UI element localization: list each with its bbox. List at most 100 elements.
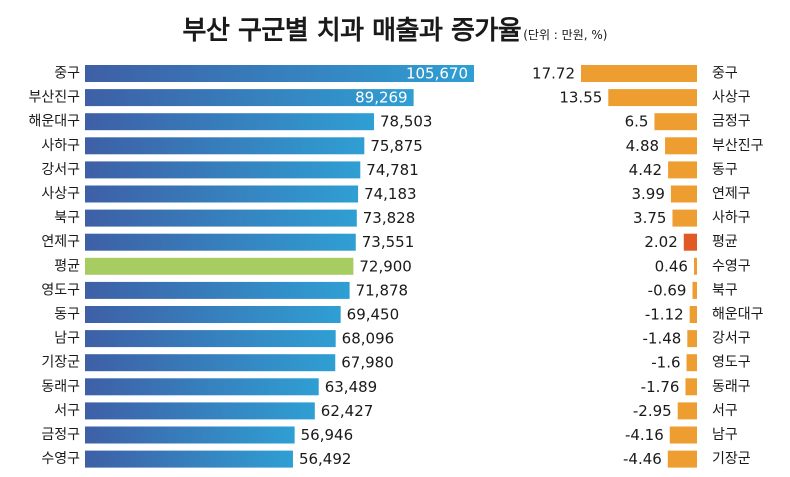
growth-value-label: 4.88 <box>626 137 659 155</box>
growth-bar <box>608 89 697 107</box>
growth-bar <box>668 161 697 179</box>
sales-value-label: 73,551 <box>362 233 415 251</box>
sales-bar <box>85 137 365 155</box>
sales-value-label: 72,900 <box>359 257 412 275</box>
sales-value-label: 69,450 <box>347 306 400 324</box>
growth-bar <box>581 65 697 82</box>
sales-bar <box>85 281 350 299</box>
sales-value-label: 105,670 <box>406 65 468 83</box>
sales-bar <box>85 89 414 107</box>
sales-category-label: 영도구 <box>41 282 80 298</box>
growth-category-label: 강서구 <box>712 331 751 347</box>
growth-category-label: 동구 <box>712 162 738 178</box>
sales-bar <box>85 161 361 179</box>
sales-value-label: 73,828 <box>363 209 416 227</box>
sales-average-bar <box>85 257 354 275</box>
growth-bar <box>692 281 697 299</box>
chart-unit: (단위 : 만원, %) <box>523 28 608 42</box>
growth-value-label: 2.02 <box>644 233 677 251</box>
sales-value-label: 74,781 <box>366 161 419 179</box>
growth-value-label: -1.76 <box>641 378 680 396</box>
sales-category-label: 동래구 <box>41 379 80 395</box>
sales-value-label: 78,503 <box>380 113 433 131</box>
growth-category-label: 중구 <box>712 66 738 82</box>
growth-bar <box>672 209 697 227</box>
sales-bar <box>85 185 359 203</box>
growth-value-label: -1.48 <box>642 330 681 348</box>
sales-category-label: 연제구 <box>41 234 80 250</box>
sales-category-label: 남구 <box>54 331 80 347</box>
growth-bar <box>685 378 697 396</box>
growth-bar-chart: 17.72 중구 13.55 사상구 6.5 금정구 4.88 부산진구 4.42 동구 3.99 연… <box>532 65 764 469</box>
sales-category-label: 북구 <box>54 210 80 226</box>
growth-category-label: 사하구 <box>712 210 751 226</box>
growth-bar <box>693 257 697 275</box>
sales-category-label: 강서구 <box>41 162 80 178</box>
growth-bar <box>654 113 697 131</box>
growth-category-label: 부산진구 <box>712 138 764 154</box>
sales-bar <box>85 209 357 227</box>
sales-value-label: 68,096 <box>342 330 395 348</box>
sales-bar <box>85 65 474 82</box>
growth-value-label: 6.5 <box>625 113 649 131</box>
growth-category-label: 북구 <box>712 282 738 298</box>
sales-value-label: 89,269 <box>355 89 408 107</box>
sales-bar <box>85 450 293 468</box>
sales-value-label: 67,980 <box>341 354 394 372</box>
growth-bar <box>677 402 697 420</box>
sales-value-label: 62,427 <box>321 402 374 420</box>
chart-title: 부산 구군별 치과 매출과 증가율 <box>182 16 522 46</box>
growth-bar <box>665 137 697 155</box>
sales-category-label: 수영구 <box>41 451 80 467</box>
sales-category-label: 부산진구 <box>28 90 80 106</box>
sales-bar <box>85 306 341 323</box>
sales-bar <box>85 426 295 444</box>
sales-value-label: 75,875 <box>370 137 423 155</box>
growth-category-label: 남구 <box>712 427 738 443</box>
growth-category-label: 서구 <box>712 403 738 419</box>
growth-category-label: 평균 <box>712 234 738 250</box>
growth-value-label: -0.69 <box>648 281 687 299</box>
sales-bar-chart: 중구 105,670 부산진구 89,269 해운대구 78,503 사하구 75,875 강서… <box>28 65 474 468</box>
growth-value-label: 4.42 <box>629 161 662 179</box>
growth-category-label: 연제구 <box>712 186 751 202</box>
growth-average-bar <box>683 233 697 251</box>
growth-value-label: -1.6 <box>651 354 680 372</box>
sales-bar <box>85 354 336 372</box>
sales-category-label: 평균 <box>54 258 80 274</box>
growth-value-label: -1.12 <box>645 306 684 324</box>
sales-value-label: 74,183 <box>364 185 417 203</box>
sales-value-label: 56,946 <box>301 426 354 444</box>
growth-value-label: 0.46 <box>655 257 688 275</box>
sales-value-label: 71,878 <box>356 281 409 299</box>
sales-value-label: 56,492 <box>299 450 352 468</box>
sales-category-label: 사상구 <box>41 186 80 202</box>
growth-category-label: 동래구 <box>712 379 751 395</box>
growth-category-label: 해운대구 <box>712 307 764 323</box>
growth-value-label: 3.75 <box>633 209 666 227</box>
sales-bar <box>85 402 315 420</box>
growth-bar <box>669 426 697 444</box>
sales-category-label: 해운대구 <box>28 114 80 130</box>
sales-bar <box>85 378 319 396</box>
growth-category-label: 영도구 <box>712 355 751 371</box>
sales-bar <box>85 233 356 251</box>
growth-bar <box>687 330 697 348</box>
growth-category-label: 사상구 <box>712 90 751 106</box>
growth-value-label: 3.99 <box>631 185 664 203</box>
sales-bar <box>85 113 374 131</box>
growth-category-label: 기장군 <box>712 451 751 467</box>
growth-category-label: 수영구 <box>712 258 751 274</box>
growth-value-label: 13.55 <box>559 89 602 107</box>
growth-value-label: 17.72 <box>532 65 575 83</box>
growth-bar <box>689 306 697 323</box>
sales-category-label: 동구 <box>54 307 80 323</box>
sales-bar <box>85 330 336 348</box>
sales-category-label: 금정구 <box>41 427 80 443</box>
growth-value-label: -2.95 <box>633 402 672 420</box>
growth-category-label: 금정구 <box>712 114 751 130</box>
growth-bar <box>686 354 697 372</box>
sales-category-label: 기장군 <box>41 355 80 371</box>
